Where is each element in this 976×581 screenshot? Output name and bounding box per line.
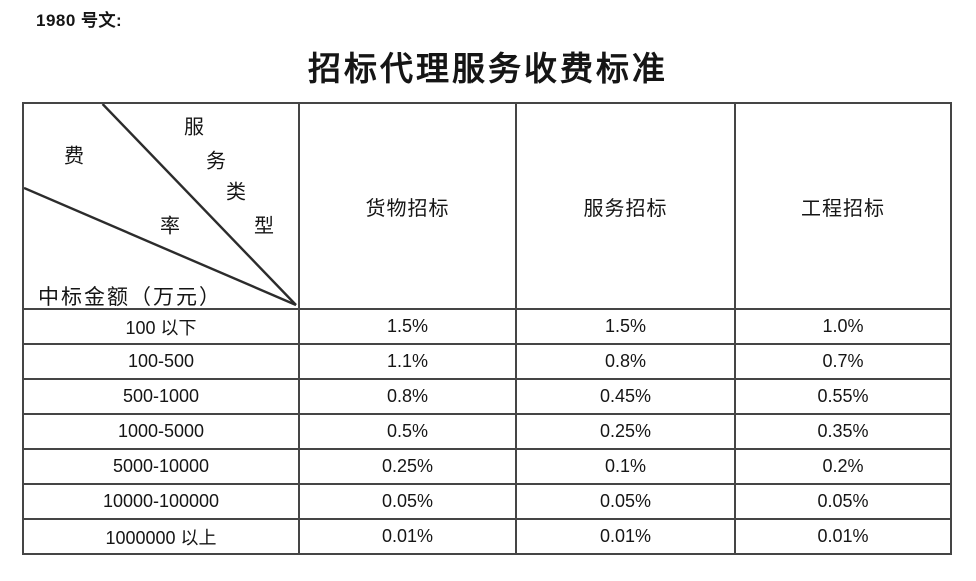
rate-cell: 0.25% (515, 413, 736, 450)
diagonal-line-upper (101, 104, 297, 306)
rate-cell: 1.5% (515, 308, 736, 345)
amount-cell: 1000-5000 (22, 413, 300, 450)
rate-cell: 0.1% (515, 448, 736, 485)
rate-cell: 0.55% (734, 378, 952, 415)
page-title: 招标代理服务收费标准 (308, 52, 668, 88)
rate-cell: 0.45% (515, 378, 736, 415)
rate-cell: 0.01% (515, 518, 736, 555)
rate-cell: 0.25% (298, 448, 517, 485)
table-row: 500-1000 0.8% 0.45% 0.55% (22, 378, 952, 415)
rate-cell: 0.8% (515, 343, 736, 380)
diagonal-corner-inner: 费 率 服 务 类 型 中标金额（万元） (24, 104, 298, 309)
amount-cell: 10000-100000 (22, 483, 300, 520)
amount-cell: 100 以下 (22, 308, 300, 345)
rate-cell: 0.8% (298, 378, 517, 415)
corner-label-service-type-char: 型 (254, 215, 274, 238)
diagonal-line-lower (24, 186, 297, 307)
rate-cell: 0.05% (298, 483, 517, 520)
diagonal-lines (24, 104, 297, 307)
table-row: 100 以下 1.5% 1.5% 1.0% (22, 308, 952, 345)
column-header-engineering: 工程招标 (734, 102, 952, 310)
header-row: 费 率 服 务 类 型 中标金额（万元） 货物招标 服务招标 工程招标 (22, 102, 952, 310)
amount-cell: 500-1000 (22, 378, 300, 415)
rate-cell: 1.0% (734, 308, 952, 345)
table-row: 5000-10000 0.25% 0.1% 0.2% (22, 448, 952, 485)
rate-cell: 0.5% (298, 413, 517, 450)
corner-label-amount: 中标金额（万元） (38, 285, 222, 309)
rate-cell: 0.01% (734, 518, 952, 555)
rate-cell: 0.05% (734, 483, 952, 520)
rate-cell: 0.05% (515, 483, 736, 520)
column-header-services: 服务招标 (515, 102, 736, 310)
corner-label-rate-char: 费 (64, 145, 84, 168)
rate-cell: 0.35% (734, 413, 952, 450)
rate-cell: 1.5% (298, 308, 517, 345)
table-row: 1000-5000 0.5% 0.25% 0.35% (22, 413, 952, 450)
rate-cell: 0.2% (734, 448, 952, 485)
fee-table: 费 率 服 务 类 型 中标金额（万元） 货物招标 服务招标 工程招标 100 … (22, 102, 952, 555)
document-ref: 1980 号文: (36, 11, 123, 30)
rate-cell: 0.01% (298, 518, 517, 555)
table-row: 1000000 以上 0.01% 0.01% 0.01% (22, 518, 952, 555)
corner-label-rate-char: 率 (160, 215, 180, 238)
amount-cell: 1000000 以上 (22, 518, 300, 555)
table-row: 100-500 1.1% 0.8% 0.7% (22, 343, 952, 380)
column-header-goods: 货物招标 (298, 102, 517, 310)
amount-cell: 100-500 (22, 343, 300, 380)
corner-label-service-type-char: 务 (206, 150, 226, 173)
table-row: 10000-100000 0.05% 0.05% 0.05% (22, 483, 952, 520)
diagonal-corner-cell: 费 率 服 务 类 型 中标金额（万元） (22, 102, 300, 310)
corner-label-service-type-char: 服 (184, 116, 204, 139)
corner-label-service-type-char: 类 (226, 181, 246, 204)
rate-cell: 0.7% (734, 343, 952, 380)
rate-cell: 1.1% (298, 343, 517, 380)
amount-cell: 5000-10000 (22, 448, 300, 485)
